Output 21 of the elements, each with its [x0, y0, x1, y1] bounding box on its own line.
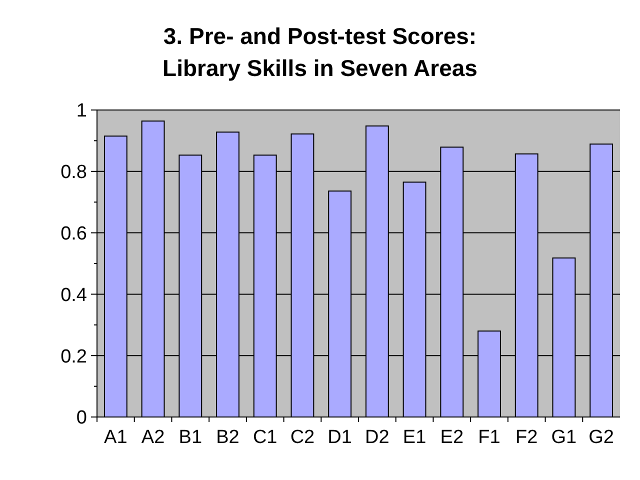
x-tick-label: A2 — [141, 427, 165, 448]
y-tick-label: 0 — [76, 408, 87, 429]
x-tick-label: C1 — [252, 427, 278, 448]
x-tick-label: E1 — [402, 427, 426, 448]
x-tick-label: G1 — [551, 427, 577, 448]
x-tick-label: C2 — [290, 427, 315, 448]
y-tick-label: 1 — [76, 100, 87, 122]
x-tick-label: F1 — [478, 427, 500, 448]
x-tick-label: A1 — [104, 427, 128, 448]
x-tick-label: B1 — [178, 427, 202, 448]
x-tick-label: B2 — [216, 427, 240, 448]
chart-title: 3. Pre- and Post-test Scores: Library Skills in Seven Areas — [162, 23, 478, 81]
y-tick-label: 0.8 — [60, 162, 87, 184]
x-tick-label: D2 — [365, 427, 390, 448]
y-tick-label: 0.6 — [60, 223, 87, 244]
x-tick-label: D1 — [328, 427, 352, 448]
x-tick-label: G2 — [588, 427, 614, 448]
x-tick-label: F2 — [516, 427, 538, 448]
y-tick-label: 0.2 — [60, 346, 87, 368]
y-tick-label: 0.4 — [60, 284, 88, 306]
x-tick-label: E2 — [440, 427, 464, 448]
